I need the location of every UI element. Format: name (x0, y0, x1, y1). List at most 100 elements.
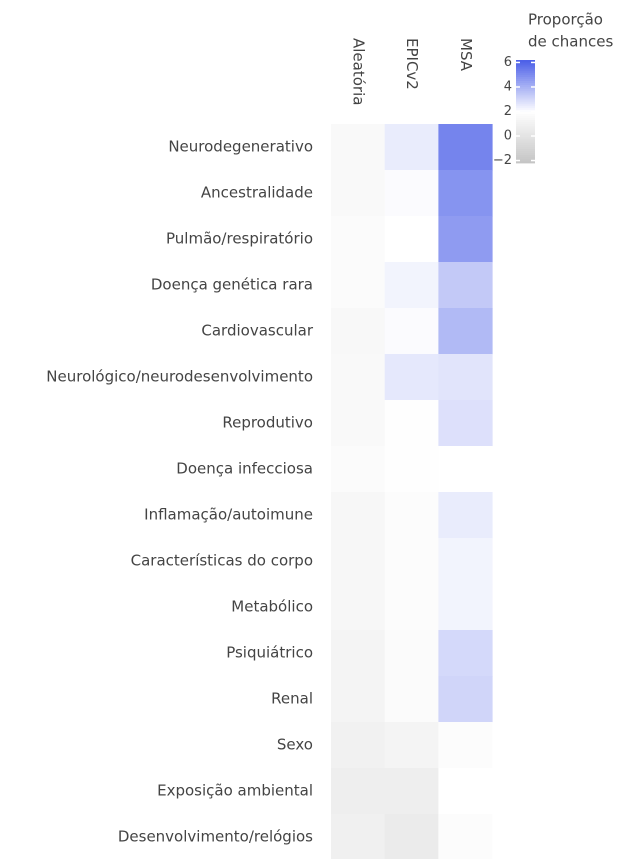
heatmap-cell (438, 676, 493, 723)
heatmap-cell (331, 170, 386, 217)
heatmap-cell (331, 676, 386, 723)
colorbar-title: de chances (528, 33, 613, 51)
row-label: Ancestralidade (201, 184, 313, 202)
heatmap-cell (438, 630, 493, 677)
heatmap-cell (384, 722, 439, 769)
heatmap-cell (331, 308, 386, 355)
heatmap-cell (331, 400, 386, 447)
heatmap-cell (384, 676, 439, 723)
colorbar-segment (516, 140, 535, 143)
colorbar-segment (516, 78, 535, 81)
heatmap-cell (384, 216, 439, 263)
colorbar-segment (516, 148, 535, 152)
colorbar-segment (516, 154, 535, 158)
heatmap-cell (438, 400, 493, 447)
colorbar-segment (516, 113, 535, 117)
heatmap-cell (384, 446, 439, 493)
colorbar-segment (516, 121, 535, 125)
heatmap-cell (331, 768, 386, 815)
heatmap-cell (438, 354, 493, 401)
colorbar-segment (516, 101, 535, 104)
colorbar-segment (516, 88, 535, 92)
colorbar-segment (516, 82, 535, 86)
colorbar-segment (516, 111, 535, 114)
heatmap-cell (384, 124, 439, 171)
colorbar-segment (516, 123, 535, 127)
colorbar-segment (516, 150, 535, 154)
colorbar-segment (516, 160, 535, 164)
row-label: Renal (271, 690, 313, 708)
colorbar-segment (516, 156, 535, 160)
row-label: Doença genética rara (151, 276, 313, 294)
colorbar-segment (516, 74, 535, 77)
heatmap-cell (438, 538, 493, 585)
heatmap-cell (331, 262, 386, 309)
heatmap-cell (438, 308, 493, 355)
heatmap-cell (384, 584, 439, 631)
column-label: MSA (457, 38, 475, 72)
colorbar-segment (516, 68, 535, 71)
colorbar-segment (516, 90, 535, 94)
colorbar-tick-label: 0 (504, 129, 512, 144)
row-label: Reprodutivo (222, 414, 313, 432)
colorbar-segment (516, 109, 535, 112)
heatmap-cell (331, 538, 386, 585)
heatmap-cell (331, 354, 386, 401)
heatmap-cell (384, 354, 439, 401)
heatmap-cell (331, 722, 386, 769)
heatmap-cell (438, 262, 493, 309)
colorbar-segment (516, 136, 535, 139)
colorbar-segment (516, 60, 535, 63)
colorbar-segment (516, 115, 535, 119)
row-label: Psiquiátrico (226, 644, 313, 662)
colorbar-segment (516, 132, 535, 135)
column-label: EPICv2 (403, 38, 421, 90)
colorbar-segment (516, 130, 535, 133)
colorbar-tick-label: 2 (504, 104, 512, 119)
heatmap-cell (438, 492, 493, 539)
row-label: Neurológico/neurodesenvolvimento (46, 368, 313, 386)
row-label: Metabólico (231, 598, 313, 616)
heatmap-cell (438, 814, 493, 859)
colorbar-segment (516, 86, 535, 90)
heatmap-cell (384, 400, 439, 447)
heatmap-cell (384, 630, 439, 677)
row-label: Doença infecciosa (176, 460, 313, 478)
row-label: Pulmão/respiratório (166, 230, 313, 248)
heatmap-cell (331, 584, 386, 631)
row-label: Desenvolvimento/relógios (118, 828, 313, 846)
colorbar-segment (516, 105, 535, 108)
heatmap-cell (384, 492, 439, 539)
heatmap-cell (384, 262, 439, 309)
colorbar-segment (516, 64, 535, 67)
colorbar-segment (516, 152, 535, 156)
colorbar-segment (516, 103, 535, 106)
colorbar-title: Proporção (528, 11, 603, 29)
colorbar-segment (516, 97, 535, 100)
colorbar-tick-label: 6 (504, 55, 512, 70)
colorbar-segment (516, 62, 535, 65)
colorbar-segment (516, 127, 535, 131)
colorbar-segment (516, 99, 535, 102)
colorbar-segment (516, 158, 535, 162)
heatmap-cell (438, 216, 493, 263)
colorbar-segment (516, 72, 535, 75)
row-label: Exposição ambiental (157, 782, 313, 800)
row-label: Características do corpo (131, 552, 313, 570)
colorbar-segment (516, 146, 535, 149)
row-label: Inflamação/autoimune (144, 506, 313, 524)
heatmap-cell (438, 584, 493, 631)
heatmap-cell (384, 170, 439, 217)
colorbar-segment (516, 84, 535, 88)
column-label: Aleatória (349, 38, 367, 105)
row-label: Sexo (277, 736, 313, 754)
heatmap-cell (438, 768, 493, 815)
row-label: Neurodegenerativo (168, 138, 313, 156)
colorbar-segment (516, 117, 535, 121)
colorbar-segment (516, 95, 535, 98)
colorbar-segment (516, 92, 535, 96)
colorbar-segment (516, 142, 535, 145)
colorbar-tick-label: 4 (504, 79, 512, 94)
heatmap-cell (331, 630, 386, 677)
